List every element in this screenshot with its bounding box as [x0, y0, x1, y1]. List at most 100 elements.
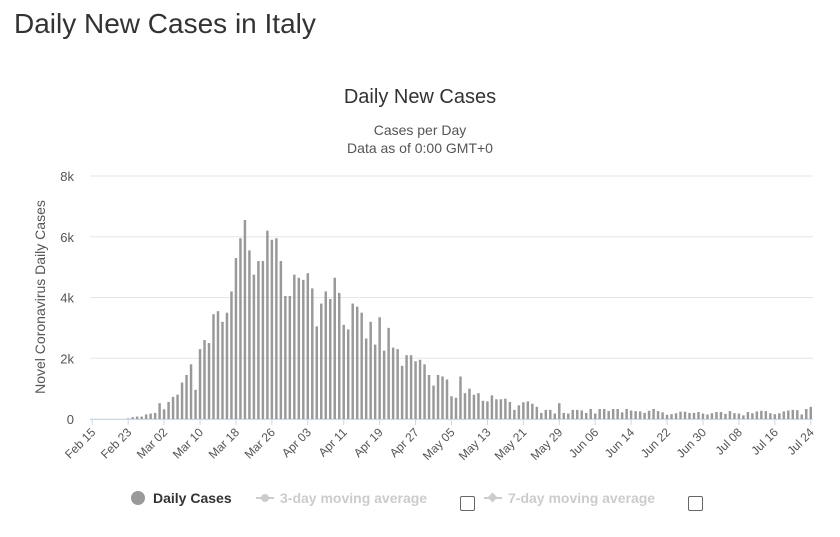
bar: [531, 403, 534, 419]
bar: [135, 416, 139, 419]
bar: [423, 364, 426, 419]
bar: [306, 273, 310, 419]
bar: [764, 411, 768, 419]
bar: [126, 418, 130, 419]
bar: [611, 408, 615, 419]
legend-item-daily-cases[interactable]: Daily Cases: [131, 490, 232, 506]
bar: [701, 413, 705, 419]
bar: [553, 413, 557, 419]
x-tick-label: May 29: [528, 425, 566, 463]
bar: [243, 220, 247, 419]
legend-circle-marker-icon: [256, 491, 274, 505]
bar: [540, 412, 543, 419]
legend-label: Daily Cases: [153, 490, 232, 506]
bar: [683, 411, 687, 419]
bar: [517, 405, 521, 419]
bar: [239, 238, 242, 419]
bar: [593, 413, 597, 419]
bar: [194, 389, 197, 419]
bar: [719, 412, 723, 419]
x-tick-label: May 13: [456, 425, 494, 463]
bar: [522, 402, 525, 419]
x-tick-label: Apr 27: [387, 425, 422, 460]
bar: [463, 393, 467, 419]
bar: [513, 409, 516, 419]
x-tick-label: Jun 14: [602, 425, 638, 461]
bar: [369, 321, 372, 419]
bar: [234, 258, 238, 419]
bar: [167, 401, 170, 419]
bar: [616, 408, 619, 419]
bar: [450, 396, 453, 419]
bar: [203, 340, 206, 419]
bar: [180, 382, 184, 419]
bar: [284, 295, 287, 419]
bar: [288, 295, 292, 419]
bar: [508, 401, 512, 419]
bar: [697, 412, 700, 419]
bar: [257, 261, 260, 419]
bar: [571, 409, 574, 419]
chart-subtitle-1: Cases per Day: [374, 122, 467, 138]
bar: [360, 312, 363, 419]
x-tick-label: Mar 02: [134, 425, 171, 462]
bar: [800, 414, 804, 419]
y-tick-label: 0: [67, 412, 74, 427]
bar: [728, 411, 732, 419]
y-tick-label: 4k: [60, 291, 74, 306]
bar: [643, 412, 646, 419]
bar: [486, 401, 489, 419]
x-tick-label: Mar 10: [170, 425, 207, 462]
bar: [221, 321, 224, 419]
bar: [351, 303, 354, 419]
page-title: Daily New Cases in Italy: [14, 8, 316, 39]
bar: [459, 376, 462, 419]
checkbox-3day-average[interactable]: [460, 496, 475, 511]
bar: [414, 361, 417, 419]
bar: [576, 409, 579, 419]
bar: [373, 344, 377, 419]
bar: [346, 329, 350, 419]
bar: [230, 291, 233, 419]
bar: [589, 408, 592, 419]
bar: [584, 412, 588, 419]
x-tick-label: Apr 19: [351, 425, 386, 460]
y-tick-label: 2k: [60, 351, 74, 366]
bar: [778, 413, 781, 419]
bar: [248, 250, 251, 419]
bar: [805, 408, 808, 419]
bar: [769, 413, 772, 419]
bar: [580, 410, 583, 419]
bar: [140, 416, 143, 419]
bar: [760, 410, 763, 419]
bar: [544, 409, 548, 419]
x-tick-label: May 05: [420, 425, 458, 463]
bar: [746, 412, 750, 419]
bar: [176, 394, 179, 419]
bar: [737, 413, 741, 419]
bar: [302, 279, 305, 419]
bar: [490, 395, 494, 419]
x-axis-ticks: Feb 15 Feb 23 Mar 02 Mar 10 Mar 18 Mar 26 Apr …: [62, 419, 817, 463]
bar: [526, 401, 530, 419]
legend-item-7day-average[interactable]: 7-day moving average: [484, 490, 655, 506]
bar: [535, 406, 539, 419]
bar: [688, 412, 691, 419]
bar: [558, 403, 561, 419]
x-tick-label: Jul 16: [748, 425, 781, 458]
bar: [724, 413, 727, 419]
x-tick-label: Apr 11: [316, 425, 351, 460]
bar: [755, 411, 759, 419]
bar: [692, 412, 696, 419]
bar: [382, 350, 386, 419]
checkbox-7day-average[interactable]: [688, 496, 703, 511]
y-axis-ticks: 0 2k 4k 6k 8k: [60, 169, 74, 427]
bar: [387, 327, 390, 420]
bar: [320, 303, 323, 419]
bar: [562, 412, 565, 419]
bar: [742, 415, 745, 419]
bar: [549, 409, 552, 419]
bar: [409, 355, 413, 419]
bar: [329, 299, 332, 419]
legend-item-3day-average[interactable]: 3-day moving average: [256, 490, 427, 506]
